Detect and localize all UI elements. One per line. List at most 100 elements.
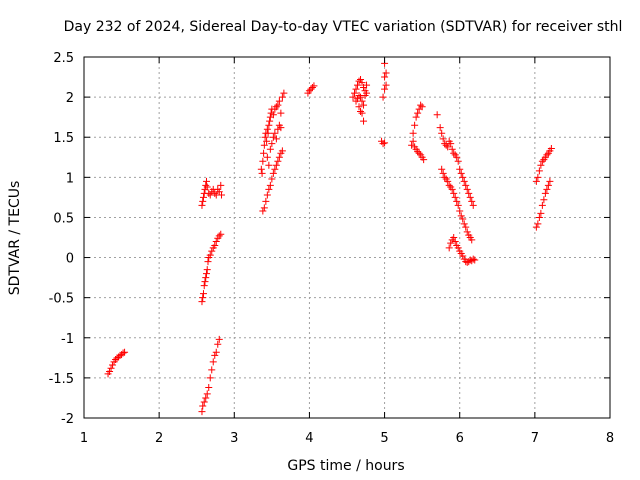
- data-point: [459, 215, 467, 223]
- x-tick-label: 6: [456, 431, 464, 446]
- data-point: [357, 108, 365, 116]
- x-tick-label: 1: [80, 431, 88, 446]
- data-point: [535, 213, 543, 221]
- data-point: [381, 73, 389, 81]
- data-point: [275, 97, 283, 105]
- data-point: [274, 125, 282, 133]
- data-point: [259, 207, 267, 215]
- data-point: [417, 101, 425, 109]
- data-point: [208, 247, 216, 255]
- grid-lines: [84, 57, 610, 418]
- data-point: [266, 145, 274, 153]
- data-point: [349, 93, 357, 101]
- data-point: [382, 81, 390, 89]
- data-point: [264, 129, 272, 137]
- data-point: [544, 181, 552, 189]
- data-point: [203, 183, 211, 191]
- data-point: [463, 185, 471, 193]
- data-point: [451, 193, 459, 201]
- data-points: [104, 59, 555, 416]
- data-point: [379, 93, 387, 101]
- data-point: [441, 173, 449, 181]
- data-point: [269, 133, 277, 141]
- data-point: [206, 374, 214, 382]
- data-point: [448, 145, 456, 153]
- x-tick-label: 3: [230, 431, 238, 446]
- data-point: [280, 89, 288, 97]
- y-tick-label: -0.5: [49, 292, 74, 307]
- x-axis-label: GPS time / hours: [287, 458, 404, 474]
- data-point: [408, 141, 416, 149]
- data-point: [308, 83, 316, 91]
- data-point: [465, 258, 473, 266]
- data-point: [540, 196, 548, 204]
- data-point: [465, 189, 473, 197]
- plot-frame: [83, 56, 611, 419]
- data-point: [355, 77, 363, 85]
- data-point: [258, 169, 266, 177]
- y-tick-label: 2: [66, 91, 74, 106]
- data-point: [538, 201, 546, 209]
- data-point: [450, 149, 458, 157]
- data-point: [411, 121, 419, 129]
- data-point: [433, 111, 441, 119]
- data-point: [532, 223, 540, 231]
- y-tick-label: 2.5: [53, 51, 74, 66]
- y-tick-label: -1: [61, 332, 74, 347]
- data-point: [272, 161, 280, 169]
- data-point: [445, 181, 453, 189]
- data-point: [409, 129, 417, 137]
- data-point: [532, 177, 540, 185]
- data-point: [358, 79, 366, 87]
- data-point: [109, 361, 117, 369]
- data-point: [442, 141, 450, 149]
- data-point: [121, 348, 129, 356]
- data-point: [352, 85, 360, 93]
- data-point: [278, 93, 286, 101]
- data-point: [358, 97, 366, 105]
- data-point: [438, 129, 446, 137]
- data-point: [274, 101, 282, 109]
- data-point: [275, 153, 283, 161]
- data-point: [268, 140, 276, 148]
- data-point: [119, 349, 127, 357]
- data-point: [269, 169, 277, 177]
- data-point: [462, 223, 470, 231]
- data-point: [201, 278, 209, 286]
- data-point: [259, 157, 267, 165]
- data-point: [277, 109, 285, 117]
- y-tick-label: 1.5: [53, 131, 74, 146]
- data-point: [537, 161, 545, 169]
- data-point: [463, 228, 471, 236]
- data-point: [469, 201, 477, 209]
- chart-title: Day 232 of 2024, Sidereal Day-to-day VTE…: [64, 19, 623, 35]
- data-point: [354, 95, 362, 103]
- data-point: [269, 111, 277, 119]
- data-point: [450, 189, 458, 197]
- data-point: [199, 197, 207, 205]
- data-point: [412, 113, 420, 121]
- axis-ticks: [83, 56, 611, 419]
- data-point: [418, 103, 426, 111]
- x-tick-label: 5: [380, 431, 388, 446]
- x-tick-label: 4: [305, 431, 313, 446]
- data-point: [382, 69, 390, 77]
- data-point: [214, 340, 222, 348]
- x-tick-labels: 1 2 3 4 5 6 7 8: [80, 431, 614, 446]
- data-point: [257, 165, 265, 173]
- data-point: [266, 181, 274, 189]
- data-point: [262, 197, 270, 205]
- data-point: [546, 177, 554, 185]
- data-point: [454, 244, 462, 252]
- data-point: [537, 209, 545, 217]
- data-point: [200, 398, 208, 406]
- data-point: [466, 193, 474, 201]
- data-point: [453, 153, 461, 161]
- data-point: [445, 244, 453, 252]
- data-point: [198, 298, 206, 306]
- data-point: [217, 181, 225, 189]
- data-point: [277, 124, 285, 132]
- data-point: [204, 258, 212, 266]
- data-point: [447, 140, 455, 148]
- data-point: [271, 129, 279, 137]
